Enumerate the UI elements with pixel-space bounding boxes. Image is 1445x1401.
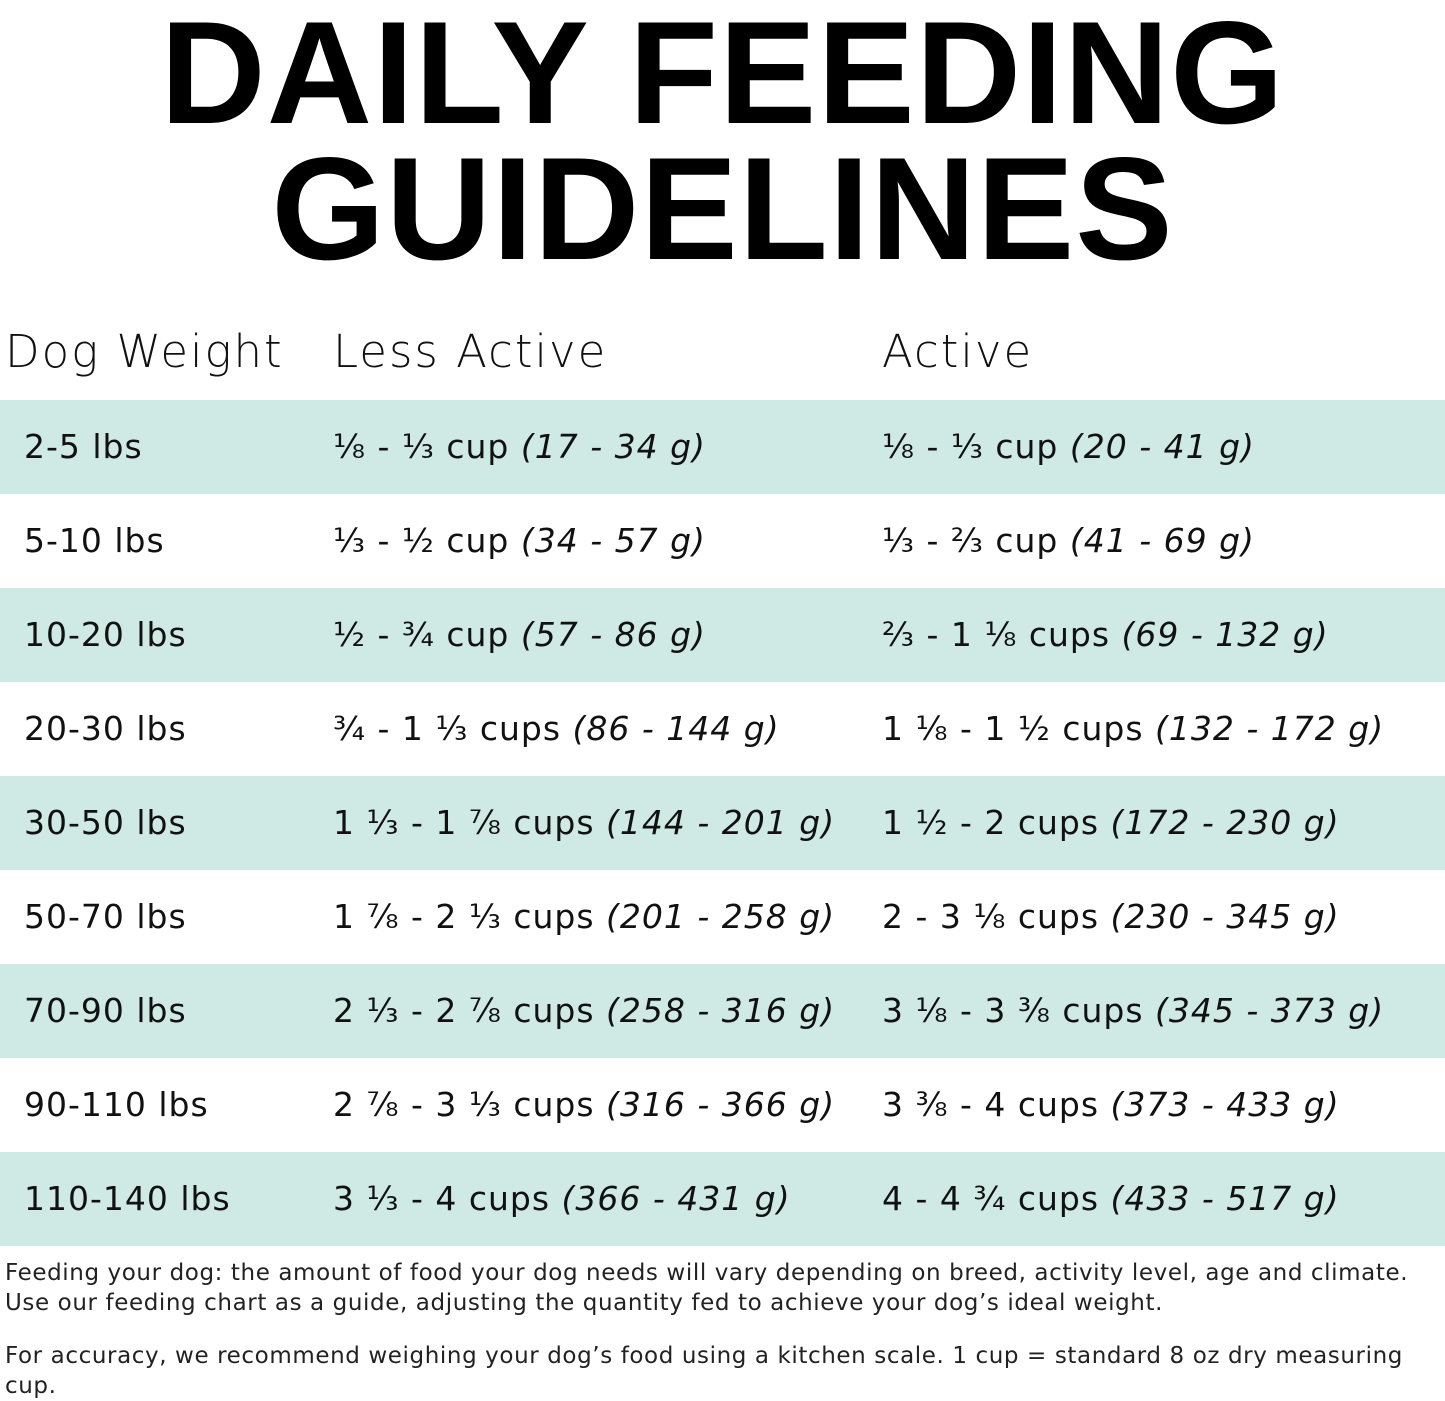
weight-cell: 10-20 lbs [24, 615, 187, 654]
grams: (34 - 57 g) [520, 521, 706, 560]
grams: (201 - 258 g) [606, 897, 836, 936]
grams: (172 - 230 g) [1110, 803, 1340, 842]
amount-cell: ¾ - 1 ⅓ cups (86 - 144 g) [333, 682, 780, 776]
grams: (17 - 34 g) [520, 427, 706, 466]
grams: (86 - 144 g) [572, 709, 780, 748]
cups: ⅛ - ⅓ cup [882, 427, 1059, 466]
cups: 1 ⅓ - 1 ⅞ cups [333, 803, 595, 842]
table-row: 50-70 lbs 1 ⅞ - 2 ⅓ cups (201 - 258 g) 2 -… [0, 870, 1445, 964]
cups: ⅛ - ⅓ cup [333, 427, 510, 466]
title-line: DAILY FEEDING [160, 0, 1285, 154]
grams: (41 - 69 g) [1069, 521, 1255, 560]
cups: 1 ⅛ - 1 ½ cups [882, 709, 1144, 748]
amount-cell: 2 ⅞ - 3 ⅓ cups (316 - 366 g) [333, 1058, 835, 1152]
cups: 2 ⅓ - 2 ⅞ cups [333, 991, 595, 1030]
amount-cell: 3 ⅓ - 4 cups (366 - 431 g) [333, 1152, 791, 1246]
amount-cell: ⅓ - ⅔ cup (41 - 69 g) [882, 494, 1255, 588]
amount-cell: 4 - 4 ¾ cups (433 - 517 g) [882, 1152, 1340, 1246]
cups: 3 ⅜ - 4 cups [882, 1085, 1100, 1124]
grams: (366 - 431 g) [561, 1179, 791, 1218]
cups: 4 - 4 ¾ cups [882, 1179, 1100, 1218]
grams: (230 - 345 g) [1110, 897, 1340, 936]
cups: ⅓ - ½ cup [333, 521, 510, 560]
table-row: 30-50 lbs 1 ⅓ - 1 ⅞ cups (144 - 201 g) 1 ½… [0, 776, 1445, 870]
note: Feeding your dog: the amount of food you… [5, 1260, 1409, 1316]
grams: (69 - 132 g) [1121, 615, 1329, 654]
grams: (132 - 172 g) [1155, 709, 1385, 748]
amount-cell: ⅛ - ⅓ cup (20 - 41 g) [882, 400, 1255, 494]
column-header: Active [882, 325, 1034, 378]
weight-cell: 2-5 lbs [24, 427, 143, 466]
cups: 1 ⅞ - 2 ⅓ cups [333, 897, 595, 936]
table-row: 10-20 lbs ½ - ¾ cup (57 - 86 g) ⅔ - 1 ⅛ cu… [0, 588, 1445, 682]
column-header: Less Active [333, 325, 608, 378]
grams: (57 - 86 g) [520, 615, 706, 654]
table-row: 110-140 lbs 3 ⅓ - 4 cups (366 - 431 g) 4 -… [0, 1152, 1445, 1246]
grams: (345 - 373 g) [1155, 991, 1385, 1030]
amount-cell: 1 ½ - 2 cups (172 - 230 g) [882, 776, 1340, 870]
amount-cell: 3 ⅛ - 3 ⅜ cups (345 - 373 g) [882, 964, 1384, 1058]
table-row: 2-5 lbs ⅛ - ⅓ cup (17 - 34 g) ⅛ - ⅓ cup (2… [0, 400, 1445, 494]
weight-cell: 50-70 lbs [24, 897, 187, 936]
table-row: 5-10 lbs ⅓ - ½ cup (34 - 57 g) ⅓ - ⅔ cup (… [0, 494, 1445, 588]
grams: (144 - 201 g) [606, 803, 836, 842]
table-row: 20-30 lbs ¾ - 1 ⅓ cups (86 - 144 g) 1 ⅛ - … [0, 682, 1445, 776]
weight-cell: 20-30 lbs [24, 709, 187, 748]
amount-cell: ½ - ¾ cup (57 - 86 g) [333, 588, 706, 682]
weight-cell: 70-90 lbs [24, 991, 187, 1030]
weight-cell: 30-50 lbs [24, 803, 187, 842]
amount-cell: ⅛ - ⅓ cup (17 - 34 g) [333, 400, 706, 494]
table-row: 90-110 lbs 2 ⅞ - 3 ⅓ cups (316 - 366 g) 3 … [0, 1058, 1445, 1152]
cups: 3 ⅛ - 3 ⅜ cups [882, 991, 1144, 1030]
cups: ¾ - 1 ⅓ cups [333, 709, 562, 748]
amount-cell: 3 ⅜ - 4 cups (373 - 433 g) [882, 1058, 1340, 1152]
cups: 3 ⅓ - 4 cups [333, 1179, 551, 1218]
weight-cell: 110-140 lbs [24, 1179, 231, 1218]
cups: ½ - ¾ cup [333, 615, 510, 654]
amount-cell: ⅔ - 1 ⅛ cups (69 - 132 g) [882, 588, 1329, 682]
amount-cell: ⅓ - ½ cup (34 - 57 g) [333, 494, 706, 588]
cups: ⅓ - ⅔ cup [882, 521, 1059, 560]
grams: (316 - 366 g) [606, 1085, 836, 1124]
amount-cell: 2 - 3 ⅛ cups (230 - 345 g) [882, 870, 1340, 964]
weight-cell: 5-10 lbs [24, 521, 165, 560]
amount-cell: 2 ⅓ - 2 ⅞ cups (258 - 316 g) [333, 964, 835, 1058]
amount-cell: 1 ⅞ - 2 ⅓ cups (201 - 258 g) [333, 870, 835, 964]
cups: 2 - 3 ⅛ cups [882, 897, 1100, 936]
cups: 2 ⅞ - 3 ⅓ cups [333, 1085, 595, 1124]
grams: (433 - 517 g) [1110, 1179, 1340, 1218]
cups: ⅔ - 1 ⅛ cups [882, 615, 1111, 654]
amount-cell: 1 ⅓ - 1 ⅞ cups (144 - 201 g) [333, 776, 835, 870]
table-row: 70-90 lbs 2 ⅓ - 2 ⅞ cups (258 - 316 g) 3 ⅛… [0, 964, 1445, 1058]
weight-cell: 90-110 lbs [24, 1085, 209, 1124]
title-line: GUIDELINES [271, 127, 1174, 290]
grams: (20 - 41 g) [1069, 427, 1255, 466]
cups: 1 ½ - 2 cups [882, 803, 1100, 842]
amount-cell: 1 ⅛ - 1 ½ cups (132 - 172 g) [882, 682, 1384, 776]
note: For accuracy, we recommend weighing your… [5, 1343, 1403, 1399]
grams: (373 - 433 g) [1110, 1085, 1340, 1124]
column-header: Dog Weight [5, 325, 284, 378]
grams: (258 - 316 g) [606, 991, 836, 1030]
